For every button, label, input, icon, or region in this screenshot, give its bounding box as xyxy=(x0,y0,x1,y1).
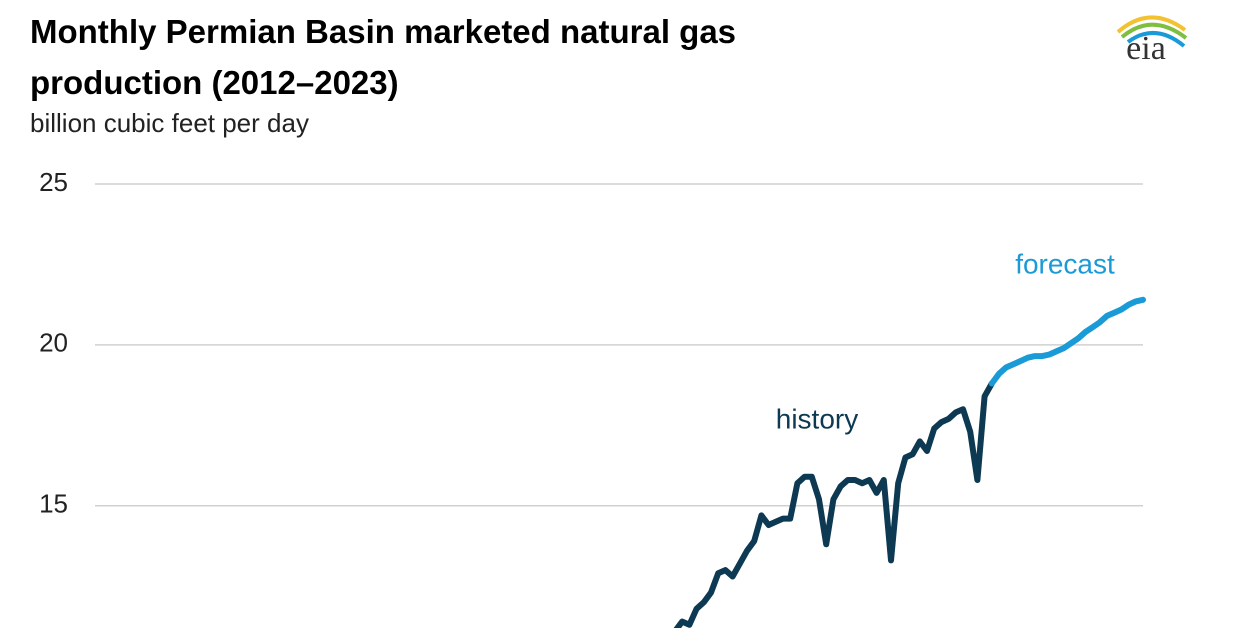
logo: eia xyxy=(1116,15,1188,67)
y-tick-label: 15 xyxy=(39,489,68,519)
y-tick-label: 20 xyxy=(39,328,68,358)
logo-arc xyxy=(1126,30,1186,48)
logo-text: eia xyxy=(1126,30,1166,67)
line-series xyxy=(673,380,995,628)
plot-area xyxy=(673,296,1146,628)
logo-arc xyxy=(1116,15,1187,34)
series-label: forecast xyxy=(1015,248,1115,279)
chart-subtitle: billion cubic feet per day xyxy=(30,108,309,138)
y-tick-label: 25 xyxy=(39,167,68,197)
logo-arc xyxy=(1120,22,1188,40)
chart-title: Monthly Permian Basin marketed natural g… xyxy=(30,13,737,101)
line-series xyxy=(988,296,1146,387)
series-label: history xyxy=(776,403,858,434)
